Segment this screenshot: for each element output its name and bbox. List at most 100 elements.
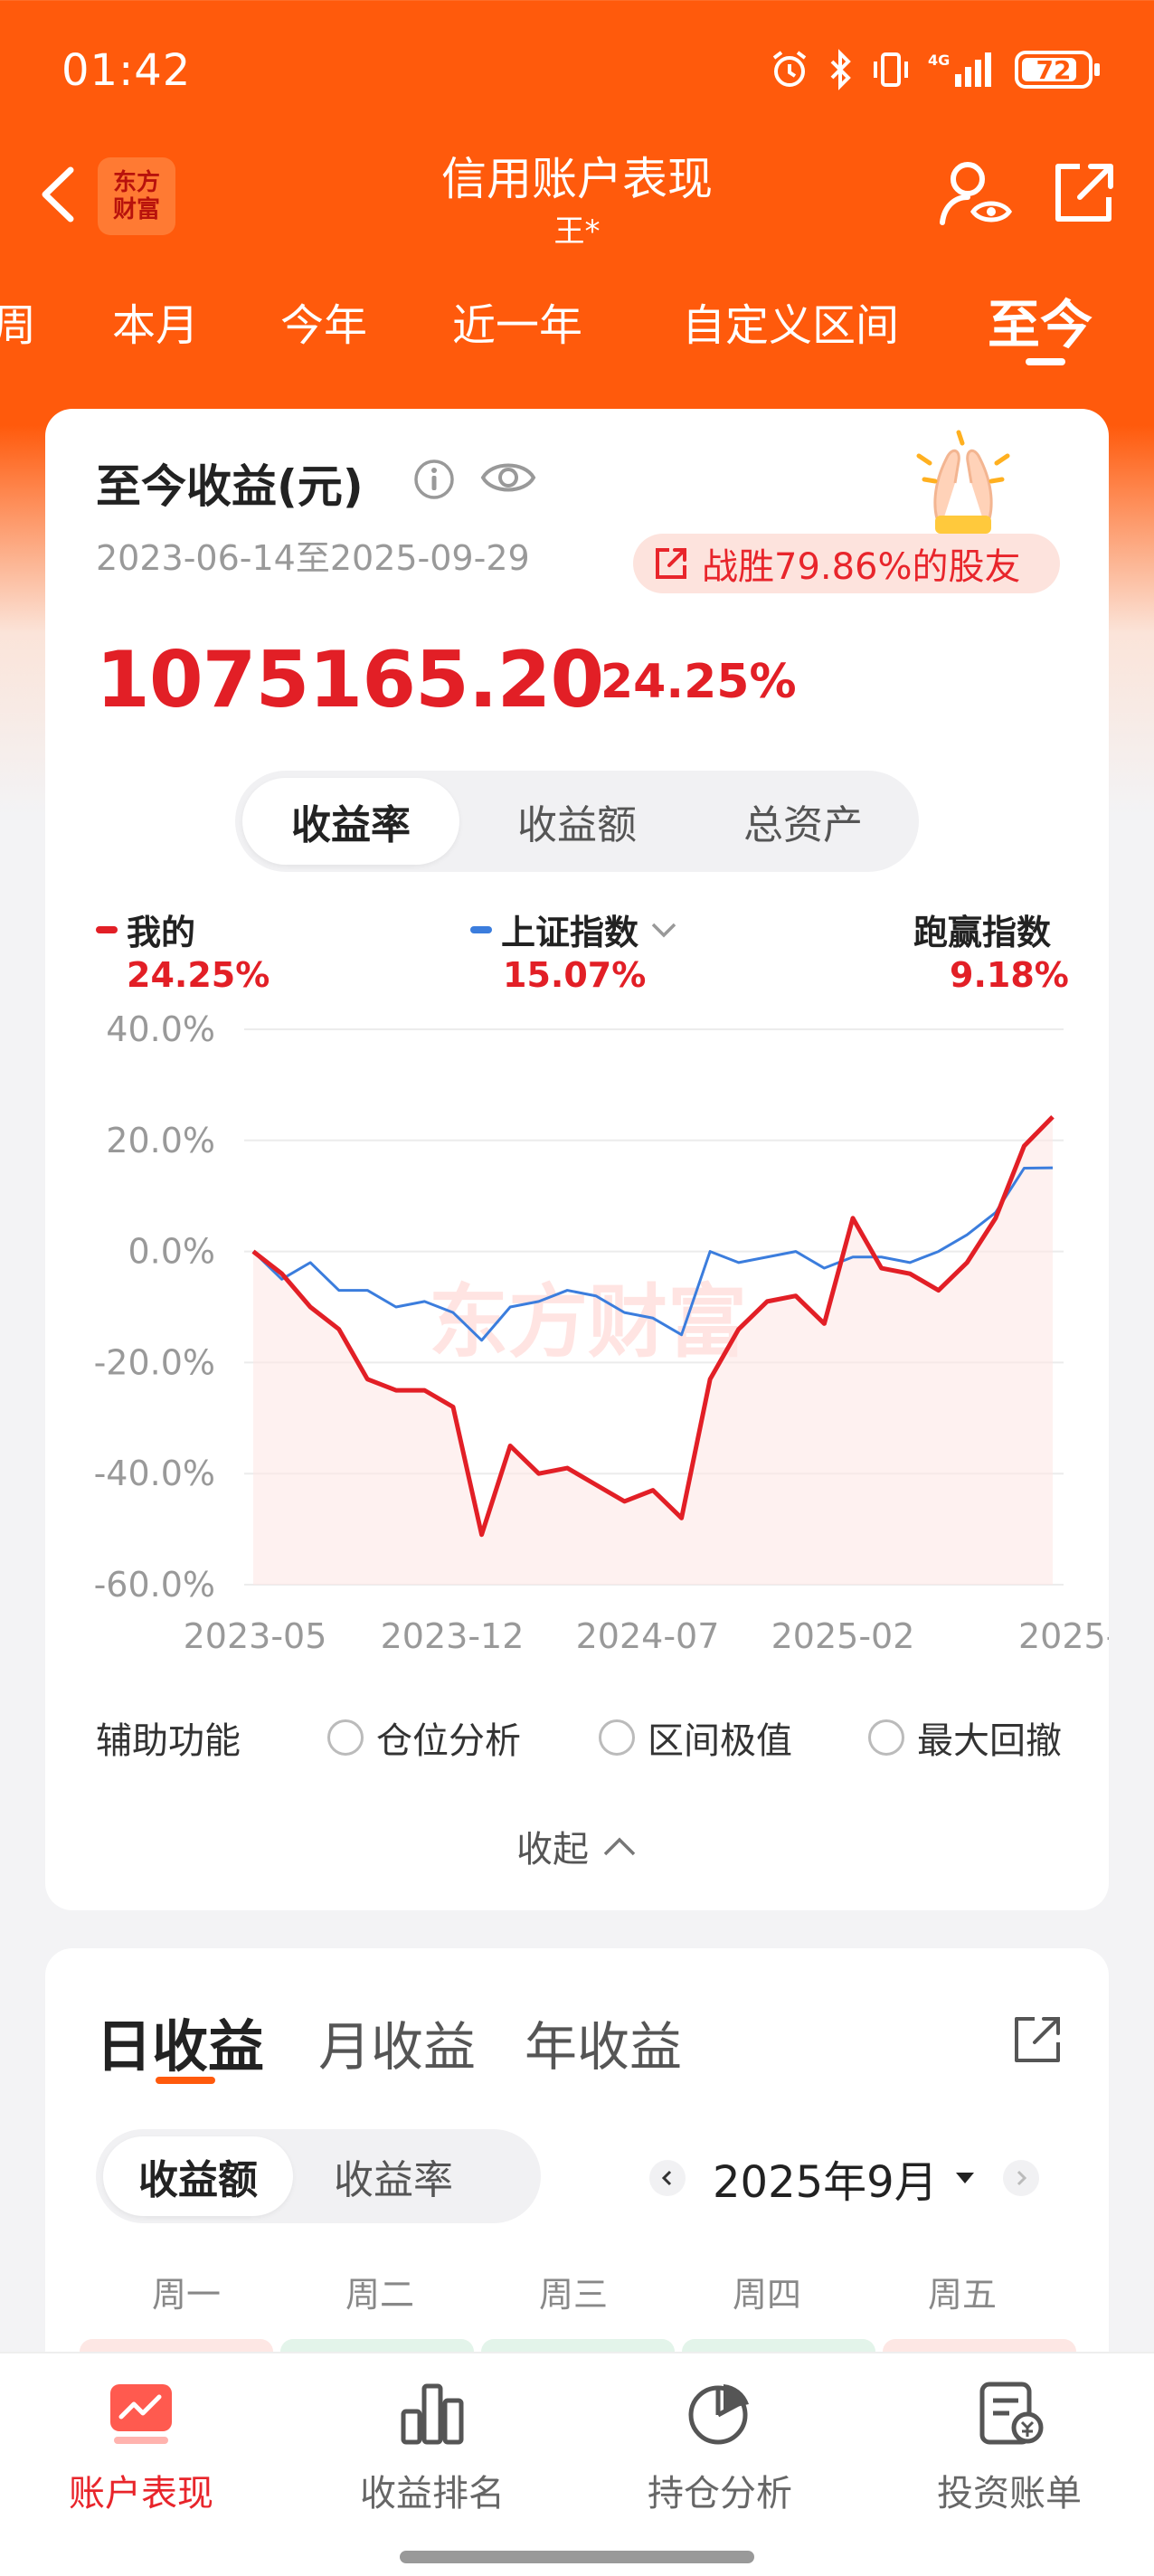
x-tick-label: 2025- <box>1018 1616 1109 1656</box>
daily-seg-rate[interactable]: 收益率 <box>334 2157 453 2203</box>
legend-mine-swatch <box>96 925 118 933</box>
radio-extremes[interactable] <box>599 1719 635 1756</box>
y-tick-label: -40.0% <box>94 1454 215 1493</box>
home-indicator <box>400 2551 754 2563</box>
caret-down-icon <box>955 2173 974 2183</box>
status-bar: 01:42 4G 72 <box>0 0 1154 145</box>
series-line-index <box>251 1166 1054 1342</box>
chart-monitor-icon <box>110 2384 172 2444</box>
weekday-thu: 周四 <box>732 2275 801 2315</box>
chart-watermark: 东方财富 <box>429 1275 747 1368</box>
daily-segmented-control: 收益额 收益率 <box>96 2129 541 2223</box>
page-title: 信用账户表现 <box>441 153 713 205</box>
nav-holdings-analysis[interactable]: 持仓分析 <box>611 2379 828 2516</box>
signal-icon: 4G <box>928 52 991 87</box>
aux-label: 辅助功能 <box>96 1720 241 1762</box>
summary-title: 至今收益(元) <box>96 460 364 513</box>
nav-header: 东方 财富 信用账户表现 王* <box>0 136 1154 253</box>
nav-account-performance[interactable]: 账户表现 <box>33 2379 250 2516</box>
daily-seg-amount[interactable]: 收益额 <box>103 2136 293 2216</box>
tab-this-year[interactable]: 今年 <box>280 300 368 351</box>
weekday-wed: 周三 <box>538 2275 608 2315</box>
share-icon[interactable] <box>1009 2012 1065 2068</box>
series-area-mine <box>253 1116 1053 1585</box>
metric-tab-return-rate[interactable]: 收益率 <box>242 778 459 865</box>
metric-tab-total-assets[interactable]: 总资产 <box>743 802 863 848</box>
aux-functions: 辅助功能 仓位分析 区间极值 最大回撤 <box>96 1711 1091 1766</box>
weekday-fri: 周五 <box>927 2275 997 2315</box>
share-small-icon <box>656 548 686 579</box>
weekday-mon: 周一 <box>151 2275 221 2315</box>
chevron-down-icon <box>651 923 676 937</box>
daily-tab-indicator <box>156 2077 215 2084</box>
aux-option-extremes[interactable]: 区间极值 <box>599 1711 792 1764</box>
info-icon[interactable] <box>412 458 456 501</box>
date-range: 2023-06-14至2025-09-29 <box>96 538 530 578</box>
next-month-button[interactable] <box>1002 2160 1039 2196</box>
tab-last-year[interactable]: 近一年 <box>452 300 583 351</box>
profit-percent: 24.25% <box>601 655 797 709</box>
account-owner: 王* <box>553 213 601 250</box>
x-tick-label: 2023-05 <box>184 1616 327 1656</box>
tab-yearly-return[interactable]: 年收益 <box>525 2016 683 2078</box>
legend-index-swatch <box>470 925 492 933</box>
x-tick-label: 2025-02 <box>771 1616 915 1656</box>
share-icon[interactable] <box>1049 159 1118 228</box>
legend-beat-value: 9.18% <box>950 955 1069 995</box>
x-tick-label: 2024-07 <box>576 1616 720 1656</box>
period-tabs: 周 本月 今年 近一年 自定义区间 至今 <box>0 280 1154 371</box>
pie-chart-icon <box>688 2384 749 2445</box>
back-icon[interactable] <box>36 163 81 226</box>
vibrate-icon <box>874 52 908 87</box>
y-tick-label: 0.0% <box>128 1232 215 1272</box>
radio-position[interactable] <box>327 1719 364 1756</box>
battery-indicator: 72 <box>1015 51 1100 89</box>
prev-month-button[interactable] <box>649 2160 686 2196</box>
bar-chart-icon <box>401 2383 464 2445</box>
x-tick-label: 2023-12 <box>381 1616 525 1656</box>
y-tick-label: 20.0% <box>106 1121 215 1160</box>
collapse-button[interactable]: 收起 <box>45 1820 1109 1872</box>
aux-option-drawdown[interactable]: 最大回撤 <box>868 1711 1062 1764</box>
metric-segmented-control: 收益率 收益额 总资产 <box>235 771 919 872</box>
chevron-right-icon <box>1017 2170 1026 2186</box>
legend-index[interactable]: 上证指数 <box>470 904 680 954</box>
eye-icon[interactable] <box>479 456 537 499</box>
return-chart: 40.0% 20.0% 0.0% -20.0% -40.0% -60.0% 东方财富 2023… <box>94 1009 1109 1656</box>
user-privacy-icon[interactable] <box>937 156 1013 232</box>
bottom-nav: 账户表现 收益排名 持仓分析 投资账单 <box>0 2352 1154 2576</box>
tab-monthly-return[interactable]: 月收益 <box>318 2016 477 2078</box>
weekday-tue: 周二 <box>345 2275 414 2315</box>
month-picker: 2025年9月 <box>649 2142 1039 2214</box>
y-tick-label: 40.0% <box>106 1009 215 1049</box>
tab-daily-return[interactable]: 日收益 <box>96 2013 265 2079</box>
legend-mine-value: 24.25% <box>127 955 270 995</box>
chevron-up-icon <box>603 1837 636 1856</box>
active-tab-indicator <box>1026 358 1065 365</box>
performance-card: 至今收益(元) 2023-06-14至2025-09-29 战胜79.86%的股… <box>45 409 1109 1910</box>
alarm-icon <box>772 51 807 87</box>
svg-text:4G: 4G <box>928 52 950 69</box>
clap-hands-icon <box>916 430 1010 534</box>
rank-text: 战胜79.86%的股友 <box>702 546 1021 588</box>
series-line-mine <box>251 1114 1055 1538</box>
nav-investment-statement[interactable]: 投资账单 <box>901 2379 1118 2516</box>
metric-tab-return-amount[interactable]: 收益额 <box>517 802 637 848</box>
tab-since-start[interactable]: 至今 <box>988 294 1093 355</box>
chevron-left-icon <box>661 2170 672 2186</box>
status-time: 01:42 <box>61 45 192 96</box>
tab-month[interactable]: 本月 <box>112 300 200 351</box>
tab-custom-range[interactable]: 自定义区间 <box>682 300 900 351</box>
aux-option-position[interactable]: 仓位分析 <box>327 1711 521 1764</box>
tab-week[interactable]: 周 <box>0 300 37 351</box>
rank-badge[interactable]: 战胜79.86%的股友 <box>633 534 1060 593</box>
nav-return-ranking[interactable]: 收益排名 <box>324 2379 541 2516</box>
status-icons: 4G 72 <box>769 49 1100 90</box>
legend-index-value: 15.07% <box>503 955 647 995</box>
app-logo: 东方 财富 <box>98 157 175 235</box>
month-dropdown[interactable]: 2025年9月 <box>713 2146 976 2210</box>
y-tick-label: -60.0% <box>94 1565 215 1605</box>
bill-icon <box>979 2382 1044 2445</box>
radio-drawdown[interactable] <box>868 1719 904 1756</box>
y-tick-label: -20.0% <box>94 1342 215 1382</box>
